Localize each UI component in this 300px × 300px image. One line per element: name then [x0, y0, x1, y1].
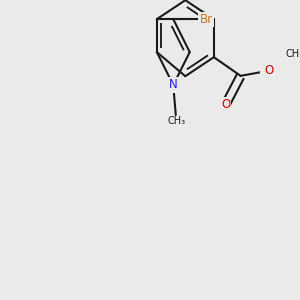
Text: O: O — [265, 64, 274, 77]
Text: CH₃: CH₃ — [167, 116, 185, 126]
Text: CH₃: CH₃ — [286, 50, 300, 59]
Text: Br: Br — [200, 13, 213, 26]
Text: O: O — [221, 98, 230, 111]
Text: N: N — [169, 79, 178, 92]
